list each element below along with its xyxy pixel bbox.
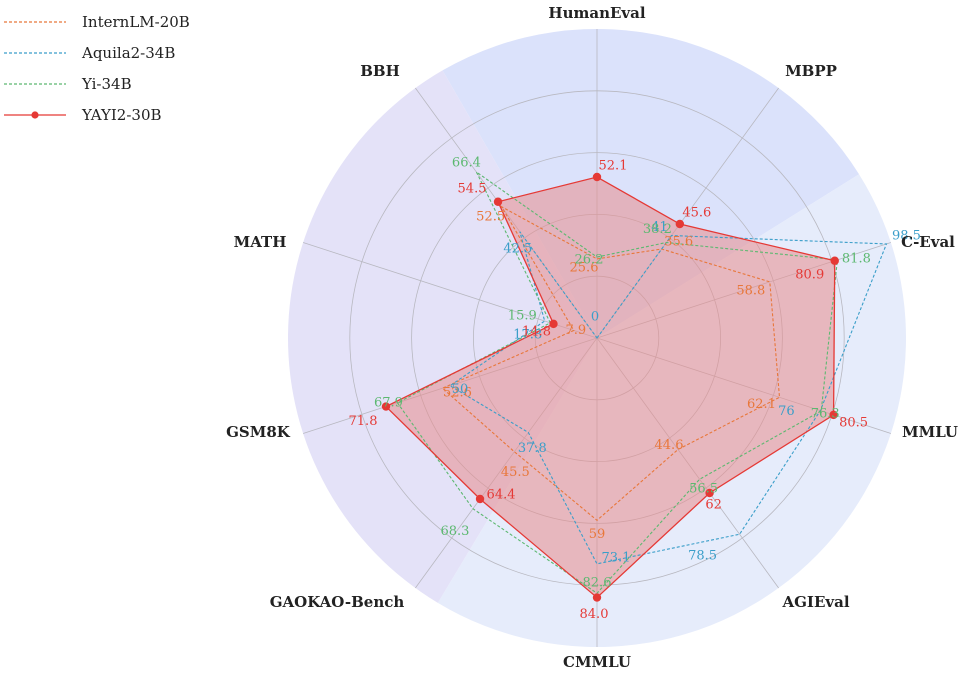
marker-yayi-agieval: [705, 488, 714, 498]
legend-item-aquila: Aquila2-34B: [0, 37, 190, 68]
legend-label-internlm: InternLM-20B: [82, 12, 190, 31]
value-label-yayi2-30b-agieval: 62: [705, 497, 722, 512]
axis-label-bbh: BBH: [360, 62, 400, 80]
marker-yayi-gaokao-bench: [475, 494, 485, 504]
legend-label-aquila: Aquila2-34B: [82, 43, 176, 62]
legend-swatch-yi: [4, 82, 66, 85]
legend-item-yi: Yi-34B: [0, 68, 190, 99]
value-label-aquila2-34b-c-eval: 98.5: [892, 228, 921, 243]
background-sector-1: [442, 28, 860, 338]
value-labels: 25.6 35.6 58.8 62.1 44.6 59 45.5 52.6 7.9 52.5 0 41…: [349, 156, 921, 623]
marker-yayi-humaneval: [592, 172, 602, 182]
value-label-yayi2-30b-gsm8k: 71.8: [349, 414, 378, 429]
value-label-yayi2-30b-bbh: 54.5: [458, 181, 487, 196]
spoke-math: [302, 242, 598, 339]
value-label-yi-34b-humaneval: 26.2: [575, 253, 604, 268]
value-label-yi-34b-agieval: 56.5: [689, 482, 718, 497]
value-label-aquila2-34b-cmmlu: 73.1: [602, 550, 631, 565]
value-label-yi-34b-mmlu: 76.3: [811, 406, 840, 421]
value-label-internlm-20b-mbpp: 35.6: [664, 235, 693, 250]
value-label-internlm-20b-gaokao-bench: 45.5: [501, 465, 530, 480]
axis-label-mbpp: MBPP: [785, 62, 837, 80]
value-label-aquila2-34b-humaneval: 0: [591, 310, 599, 325]
legend-item-yayi: YAYI2-30B: [0, 99, 190, 130]
axis-label-gsm8k: GSM8K: [226, 423, 291, 441]
value-label-internlm-20b-agieval: 44.6: [655, 438, 684, 453]
value-label-aquila2-34b-mmlu: 76: [778, 404, 795, 419]
value-label-yi-34b-gsm8k: 67.9: [374, 395, 403, 410]
legend-swatch-yayi: [4, 110, 66, 119]
axis-label-humaneval: HumanEval: [548, 4, 645, 22]
value-label-aquila2-34b-mbpp: 41: [651, 220, 668, 235]
legend-label-yayi: YAYI2-30B: [82, 105, 162, 124]
value-label-aquila2-34b-bbh: 42.5: [503, 241, 532, 256]
axis-label-cmmlu: CMMLU: [563, 653, 631, 671]
background-sector-3: [287, 70, 597, 603]
legend-swatch-internlm: [4, 20, 66, 23]
value-label-internlm-20b-mmlu: 62.1: [747, 397, 776, 412]
value-label-yayi2-30b-cmmlu: 84.0: [580, 607, 609, 622]
marker-yayi-math: [549, 319, 558, 329]
axis-labels: HumanEval MBPP C-Eval MMLU AGIEval CMMLU GAOKA…: [226, 4, 958, 671]
axis-label-agieval: AGIEval: [781, 593, 849, 611]
marker-yayi-bbh: [493, 197, 503, 206]
legend-item-internlm: InternLM-20B: [0, 6, 190, 37]
marker-yayi-gsm8k: [381, 402, 391, 411]
value-label-aquila2-34b-math: 17.8: [513, 328, 542, 343]
axis-label-math: MATH: [234, 233, 287, 251]
value-label-aquila2-34b-gsm8k: 50: [452, 382, 469, 397]
value-label-yi-34b-cmmlu: 82.6: [583, 576, 612, 591]
series-line-internlm-20b: [441, 205, 781, 522]
axis-label-c-eval: C-Eval: [901, 233, 955, 251]
value-label-internlm-20b-gsm8k: 52.6: [443, 386, 472, 401]
yayi-fill-area: [385, 177, 835, 598]
value-label-internlm-20b-bbh: 52.5: [476, 209, 505, 224]
value-label-yi-34b-math: 15.9: [508, 308, 537, 323]
value-label-yayi2-30b-math: 14.8: [522, 324, 551, 339]
series-markers: [381, 172, 839, 602]
value-label-yi-34b-mbpp: 38.2: [643, 222, 672, 237]
legend: InternLM-20B Aquila2-34B Yi-34B YAYI2-30…: [0, 6, 190, 130]
value-label-yi-34b-bbh: 66.4: [452, 156, 481, 171]
series-line-aquila2-34b: [449, 231, 888, 565]
value-label-aquila2-34b-gaokao-bench: 37.8: [518, 441, 547, 456]
marker-yayi-mbpp: [675, 219, 685, 229]
marker-yayi-mmlu: [829, 410, 838, 420]
legend-label-yi: Yi-34B: [82, 74, 132, 93]
yayi-fill-polygon: [385, 177, 835, 598]
value-label-aquila2-34b-agieval: 78.5: [688, 549, 717, 564]
value-label-yayi2-30b-mbpp: 45.6: [682, 206, 711, 221]
value-label-yi-34b-gaokao-bench: 68.3: [440, 524, 469, 539]
value-label-internlm-20b-cmmlu: 59: [589, 527, 606, 542]
legend-swatch-aquila: [4, 51, 66, 54]
value-label-internlm-20b-humaneval: 25.6: [570, 260, 599, 275]
axis-label-mmlu: MMLU: [902, 423, 958, 441]
value-label-internlm-20b-math: 7.9: [565, 323, 586, 338]
value-label-yayi2-30b-mmlu: 80.5: [839, 415, 868, 430]
value-label-yayi2-30b-humaneval: 52.1: [599, 159, 628, 174]
value-label-internlm-20b-c-eval: 58.8: [736, 283, 765, 298]
marker-yayi-c-eval: [830, 256, 839, 265]
marker-yayi-cmmlu: [592, 593, 602, 602]
axis-label-gaokao-bench: GAOKAO-Bench: [270, 593, 405, 611]
value-label-yayi2-30b-c-eval: 80.9: [795, 267, 824, 282]
series-line-yi-34b: [396, 171, 838, 594]
value-label-yi-34b-c-eval: 81.8: [842, 251, 871, 266]
value-label-yayi2-30b-gaokao-bench: 64.4: [487, 487, 516, 502]
